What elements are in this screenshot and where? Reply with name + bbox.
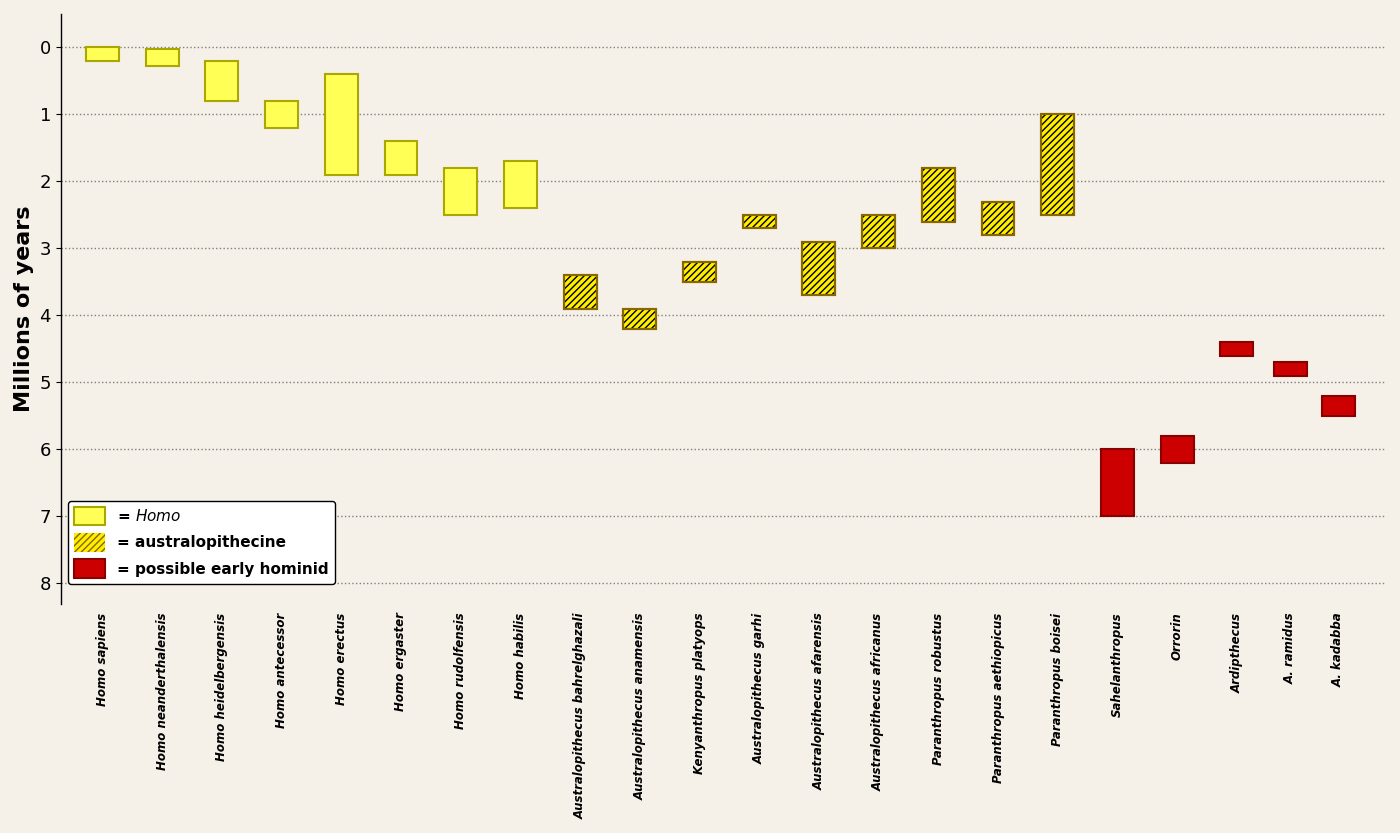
Bar — [1274, 362, 1308, 376]
Bar — [743, 215, 776, 228]
Bar — [1042, 114, 1074, 215]
Bar — [923, 168, 955, 222]
Bar — [802, 242, 836, 296]
Bar — [802, 242, 836, 296]
Bar — [981, 202, 1015, 235]
Bar — [85, 47, 119, 61]
Bar — [623, 309, 657, 329]
Bar — [206, 61, 238, 101]
Bar — [862, 215, 895, 248]
Bar — [325, 74, 357, 175]
Bar — [623, 309, 657, 329]
Bar — [862, 215, 895, 248]
Y-axis label: Millions of years: Millions of years — [14, 206, 34, 412]
Bar — [683, 262, 715, 282]
Bar — [265, 101, 298, 127]
Bar — [623, 309, 657, 329]
Bar — [923, 168, 955, 222]
Bar — [683, 262, 715, 282]
Bar — [1042, 114, 1074, 215]
Bar — [743, 215, 776, 228]
Bar — [564, 275, 596, 309]
Bar — [146, 49, 179, 66]
Bar — [802, 242, 836, 296]
Bar — [1322, 396, 1355, 416]
Bar — [862, 215, 895, 248]
Bar — [743, 215, 776, 228]
Bar — [444, 168, 477, 215]
Bar — [564, 275, 596, 309]
Bar — [1221, 342, 1253, 356]
Bar — [1042, 114, 1074, 215]
Bar — [1100, 450, 1134, 516]
Bar — [923, 168, 955, 222]
Bar — [564, 275, 596, 309]
Bar — [1161, 436, 1194, 463]
Bar — [385, 142, 417, 175]
Bar — [981, 202, 1015, 235]
Bar — [504, 162, 536, 208]
Bar — [683, 262, 715, 282]
Legend: = $\it{Homo}$, = australopithecine, = possible early hominid: = $\it{Homo}$, = australopithecine, = po… — [69, 501, 335, 584]
Bar — [981, 202, 1015, 235]
